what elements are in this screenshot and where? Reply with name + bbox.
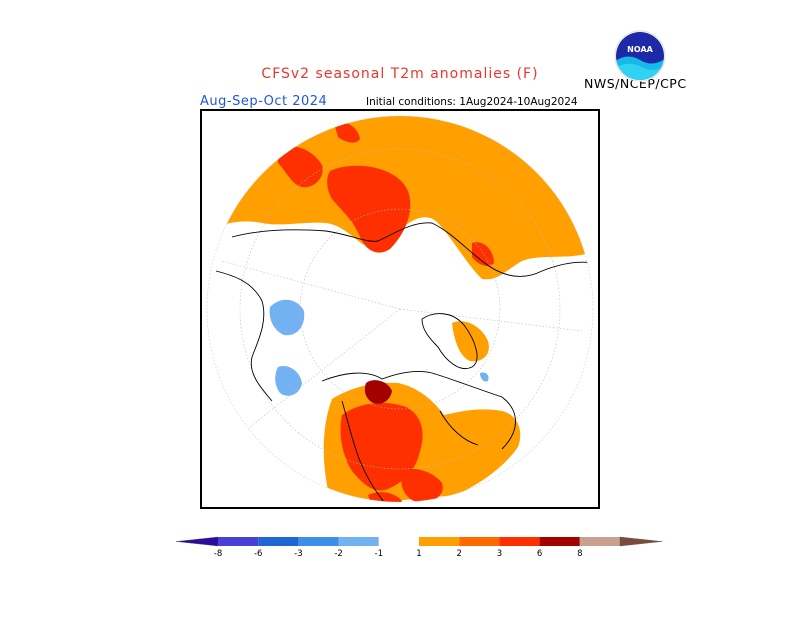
legend-labels: -8 -6 -3 -2 -1 1 2 3 6 8 (214, 549, 583, 559)
legend-swatch--8-to--6 (218, 537, 259, 546)
legend-swatches (175, 536, 663, 547)
anomaly-2f-siberia (278, 146, 323, 188)
anomaly-2f-great-lakes (401, 468, 443, 502)
anomaly-2f-scandinavia (472, 242, 494, 266)
anomaly-neg1f-north-atlantic-lower (275, 365, 302, 396)
polar-map (202, 111, 598, 507)
legend-swatch-below-min (175, 536, 219, 547)
anomaly-1f-scandinavia (460, 216, 517, 245)
anomaly-1f-greenland (452, 321, 489, 362)
legend-label: 8 (577, 549, 582, 559)
legend-label: -6 (254, 549, 262, 559)
logo-text: NOAA (627, 45, 653, 54)
noaa-logo: NOAA (614, 30, 666, 82)
legend-label: -3 (294, 549, 302, 559)
legend-swatch-2-to-3 (459, 537, 500, 546)
legend-label: 3 (497, 549, 502, 559)
legend-label: -2 (334, 549, 342, 559)
legend-label: -8 (214, 549, 222, 559)
legend-label: 6 (537, 549, 542, 559)
agency-label: NWS/NCEP/CPC (584, 76, 687, 91)
legend-swatch-above-max (619, 536, 663, 547)
anomaly-2f-canada-us (340, 402, 423, 491)
anomaly-neg1f-bering (480, 372, 489, 382)
legend-swatch--1-to-1 (378, 537, 419, 546)
legend-label: 1 (416, 549, 421, 559)
legend-label: -1 (375, 549, 383, 559)
legend-swatch--3-to--2 (298, 537, 339, 546)
anomaly-2f-ural (334, 121, 360, 143)
initial-conditions-label: Initial conditions: 1Aug2024-10Aug2024 (366, 96, 578, 108)
legend-swatch--6-to--3 (258, 537, 299, 546)
page-title: CFSv2 seasonal T2m anomalies (F) (261, 66, 539, 82)
anomaly-3f-arctic-archipelago (364, 380, 392, 404)
anomaly-neg1f-north-atlantic-upper (269, 299, 305, 336)
legend-swatch-1-to-2 (419, 537, 460, 546)
legend-label: 2 (456, 549, 461, 559)
anomaly-2f-russia (327, 165, 411, 253)
anomaly-2f-hudson (368, 492, 402, 502)
legend-swatch-3-to-6 (499, 537, 540, 546)
season-label: Aug-Sep-Oct 2024 (200, 94, 328, 109)
map-panel (200, 109, 600, 509)
legend-swatch-above-8 (579, 537, 620, 546)
coastlines (215, 222, 593, 502)
legend-swatch-6-to-8 (539, 537, 580, 546)
legend-swatch--2-to--1 (338, 537, 379, 546)
